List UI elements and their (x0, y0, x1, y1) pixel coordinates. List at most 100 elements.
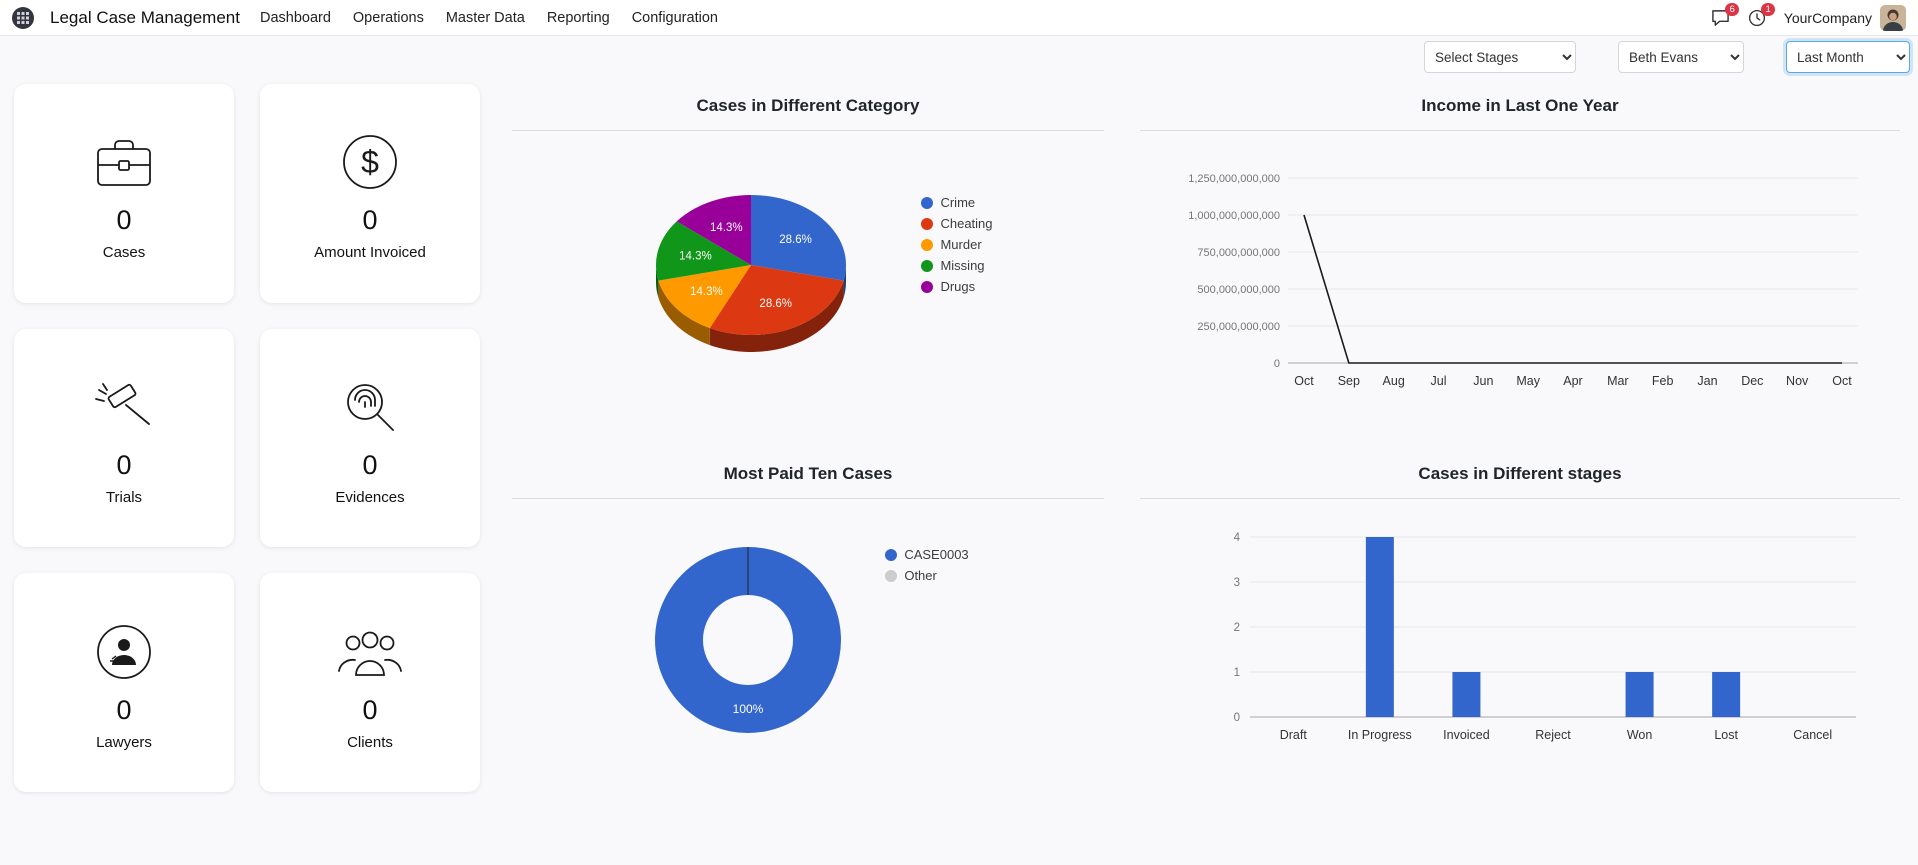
svg-text:0: 0 (1234, 712, 1240, 724)
svg-text:Oct: Oct (1294, 374, 1314, 388)
legend-label: CASE0003 (904, 547, 969, 562)
legend-color-dot (921, 217, 934, 230)
apps-grid-glyph (17, 11, 29, 24)
legend-label: Missing (940, 258, 985, 273)
svg-text:1,250,000,000,000: 1,250,000,000,000 (1188, 173, 1280, 185)
svg-text:2: 2 (1234, 622, 1240, 634)
menu-dashboard[interactable]: Dashboard (259, 9, 331, 26)
menu-configuration[interactable]: Configuration (631, 9, 718, 26)
menu-reporting[interactable]: Reporting (546, 9, 610, 26)
income-line-panel: Income in Last One Year 0 250,000,000,000… (1136, 84, 1904, 436)
svg-text:Cancel: Cancel (1793, 728, 1832, 742)
stages-bar-panel: Cases in Different stages 0 1 2 3 4 Draft In P… (1136, 452, 1904, 792)
title-rule (1140, 498, 1900, 499)
legend-color-dot (885, 569, 898, 582)
kpi-label: Lawyers (96, 733, 152, 751)
dollar-circle-icon: $ (341, 125, 399, 191)
briefcase-icon (93, 125, 155, 191)
kpi-card-clients[interactable]: 0 Clients (260, 573, 480, 792)
svg-text:Apr: Apr (1563, 374, 1582, 388)
svg-text:14.3%: 14.3% (710, 222, 743, 234)
kpi-label: Trials (105, 488, 143, 506)
income-line-chart: 0 250,000,000,000 500,000,000,000 750,000,0… (1188, 173, 1858, 388)
legend-color-dot (921, 238, 934, 251)
clients-group-icon (335, 615, 405, 681)
legend-color-dot (921, 280, 934, 293)
legend-color-dot (921, 196, 934, 209)
user-filter-select[interactable]: Beth Evans (1618, 41, 1744, 73)
apps-grid-icon[interactable] (12, 6, 34, 29)
kpi-label: Amount Invoiced (314, 244, 426, 262)
title-rule (512, 498, 1104, 499)
legend-label: Cheating (940, 216, 993, 231)
svg-text:Nov: Nov (1786, 374, 1809, 388)
kpi-card-evidences[interactable]: 0 Evidences (260, 328, 480, 548)
navbar-right: 6 1 YourCompany (1711, 2, 1906, 31)
kpi-value: 0 (116, 205, 132, 236)
svg-text:100%: 100% (733, 702, 764, 716)
svg-text:May: May (1516, 374, 1540, 388)
svg-text:250,000,000,000: 250,000,000,000 (1197, 321, 1280, 333)
category-pie-area: 28.6% 28.6% 14.3% 14.3% 14.3% Crime Cheating M… (508, 131, 1108, 375)
top-navbar: Legal Case Management Dashboard Operatio… (0, 0, 1918, 36)
activities-badge: 1 (1761, 2, 1775, 16)
kpi-card-lawyers[interactable]: 0 Lawyers (14, 573, 234, 792)
svg-text:Oct: Oct (1832, 374, 1852, 388)
app-title: Legal Case Management (50, 7, 240, 27)
messages-button[interactable]: 6 (1711, 2, 1739, 27)
svg-text:Mar: Mar (1607, 374, 1629, 388)
chart-title: Cases in Different Category (696, 96, 920, 115)
category-pie-legend: Crime Cheating Murder Missing Drugs (921, 195, 993, 294)
legend-item: CASE0003 (885, 547, 969, 562)
most-paid-donut-chart: 100% (655, 547, 842, 733)
svg-text:1: 1 (1234, 667, 1240, 679)
kpi-card-cases[interactable]: 0 Cases (14, 84, 234, 303)
kpi-value: 0 (362, 694, 378, 725)
svg-text:In Progress: In Progress (1348, 728, 1412, 742)
clock-icon (1748, 9, 1765, 26)
svg-text:14.3%: 14.3% (691, 286, 724, 298)
kpi-card-trials[interactable]: 0 Trials (14, 328, 234, 548)
kpi-value: 0 (116, 449, 132, 480)
chart-title: Income in Last One Year (1421, 96, 1619, 115)
svg-text:0: 0 (1274, 358, 1280, 370)
company-name: YourCompany (1783, 9, 1872, 26)
svg-text:14.3%: 14.3% (680, 251, 713, 263)
period-filter-select[interactable]: Last Month (1786, 41, 1910, 73)
svg-text:750,000,000,000: 750,000,000,000 (1197, 247, 1280, 259)
kpi-value: 0 (116, 694, 132, 725)
chart-title: Cases in Different stages (1418, 464, 1622, 483)
user-avatar (1880, 4, 1906, 31)
stage-filter-select[interactable]: Select Stages (1424, 41, 1576, 73)
svg-text:Feb: Feb (1652, 374, 1674, 388)
legend-color-dot (921, 259, 934, 272)
menu-operations[interactable]: Operations (352, 9, 424, 26)
legend-item: Missing (921, 258, 992, 273)
category-pie-chart: 28.6% 28.6% 14.3% 14.3% 14.3% (656, 195, 847, 352)
user-menu[interactable]: YourCompany (1783, 4, 1906, 31)
kpi-card-amount-invoiced[interactable]: $ 0 Amount Invoiced (260, 84, 480, 303)
svg-text:4: 4 (1234, 532, 1241, 544)
menu-master-data[interactable]: Master Data (445, 9, 525, 26)
legal-dashboard-page: Legal Case Management Dashboard Operatio… (0, 0, 1918, 792)
svg-text:1,000,000,000,000: 1,000,000,000,000 (1188, 210, 1280, 222)
category-pie-panel: Cases in Different Category 28.6% 28.6% 14… (508, 84, 1108, 436)
kpi-value: 0 (362, 205, 378, 236)
kpi-value: 0 (362, 449, 378, 480)
messages-badge: 6 (1725, 2, 1739, 16)
dashboard-filters: Select Stages Beth Evans Last Month (0, 36, 1918, 78)
legend-label: Drugs (940, 279, 976, 294)
evidence-magnifier-icon (341, 370, 399, 436)
kpi-cards: 0 Cases $ 0 Amount Invoiced (14, 84, 480, 792)
svg-text:500,000,000,000: 500,000,000,000 (1197, 284, 1280, 296)
dashboard-content: 0 Cases $ 0 Amount Invoiced (0, 78, 1918, 792)
title-rule (512, 130, 1104, 131)
lawyer-person-icon (95, 615, 153, 681)
svg-text:Lost: Lost (1714, 728, 1738, 742)
activities-button[interactable]: 1 (1748, 2, 1775, 27)
legend-label: Crime (940, 195, 976, 210)
avatar-image (1880, 4, 1906, 31)
svg-text:Draft: Draft (1280, 728, 1308, 742)
kpi-label: Evidences (335, 488, 405, 506)
legend-item: Crime (921, 195, 992, 210)
